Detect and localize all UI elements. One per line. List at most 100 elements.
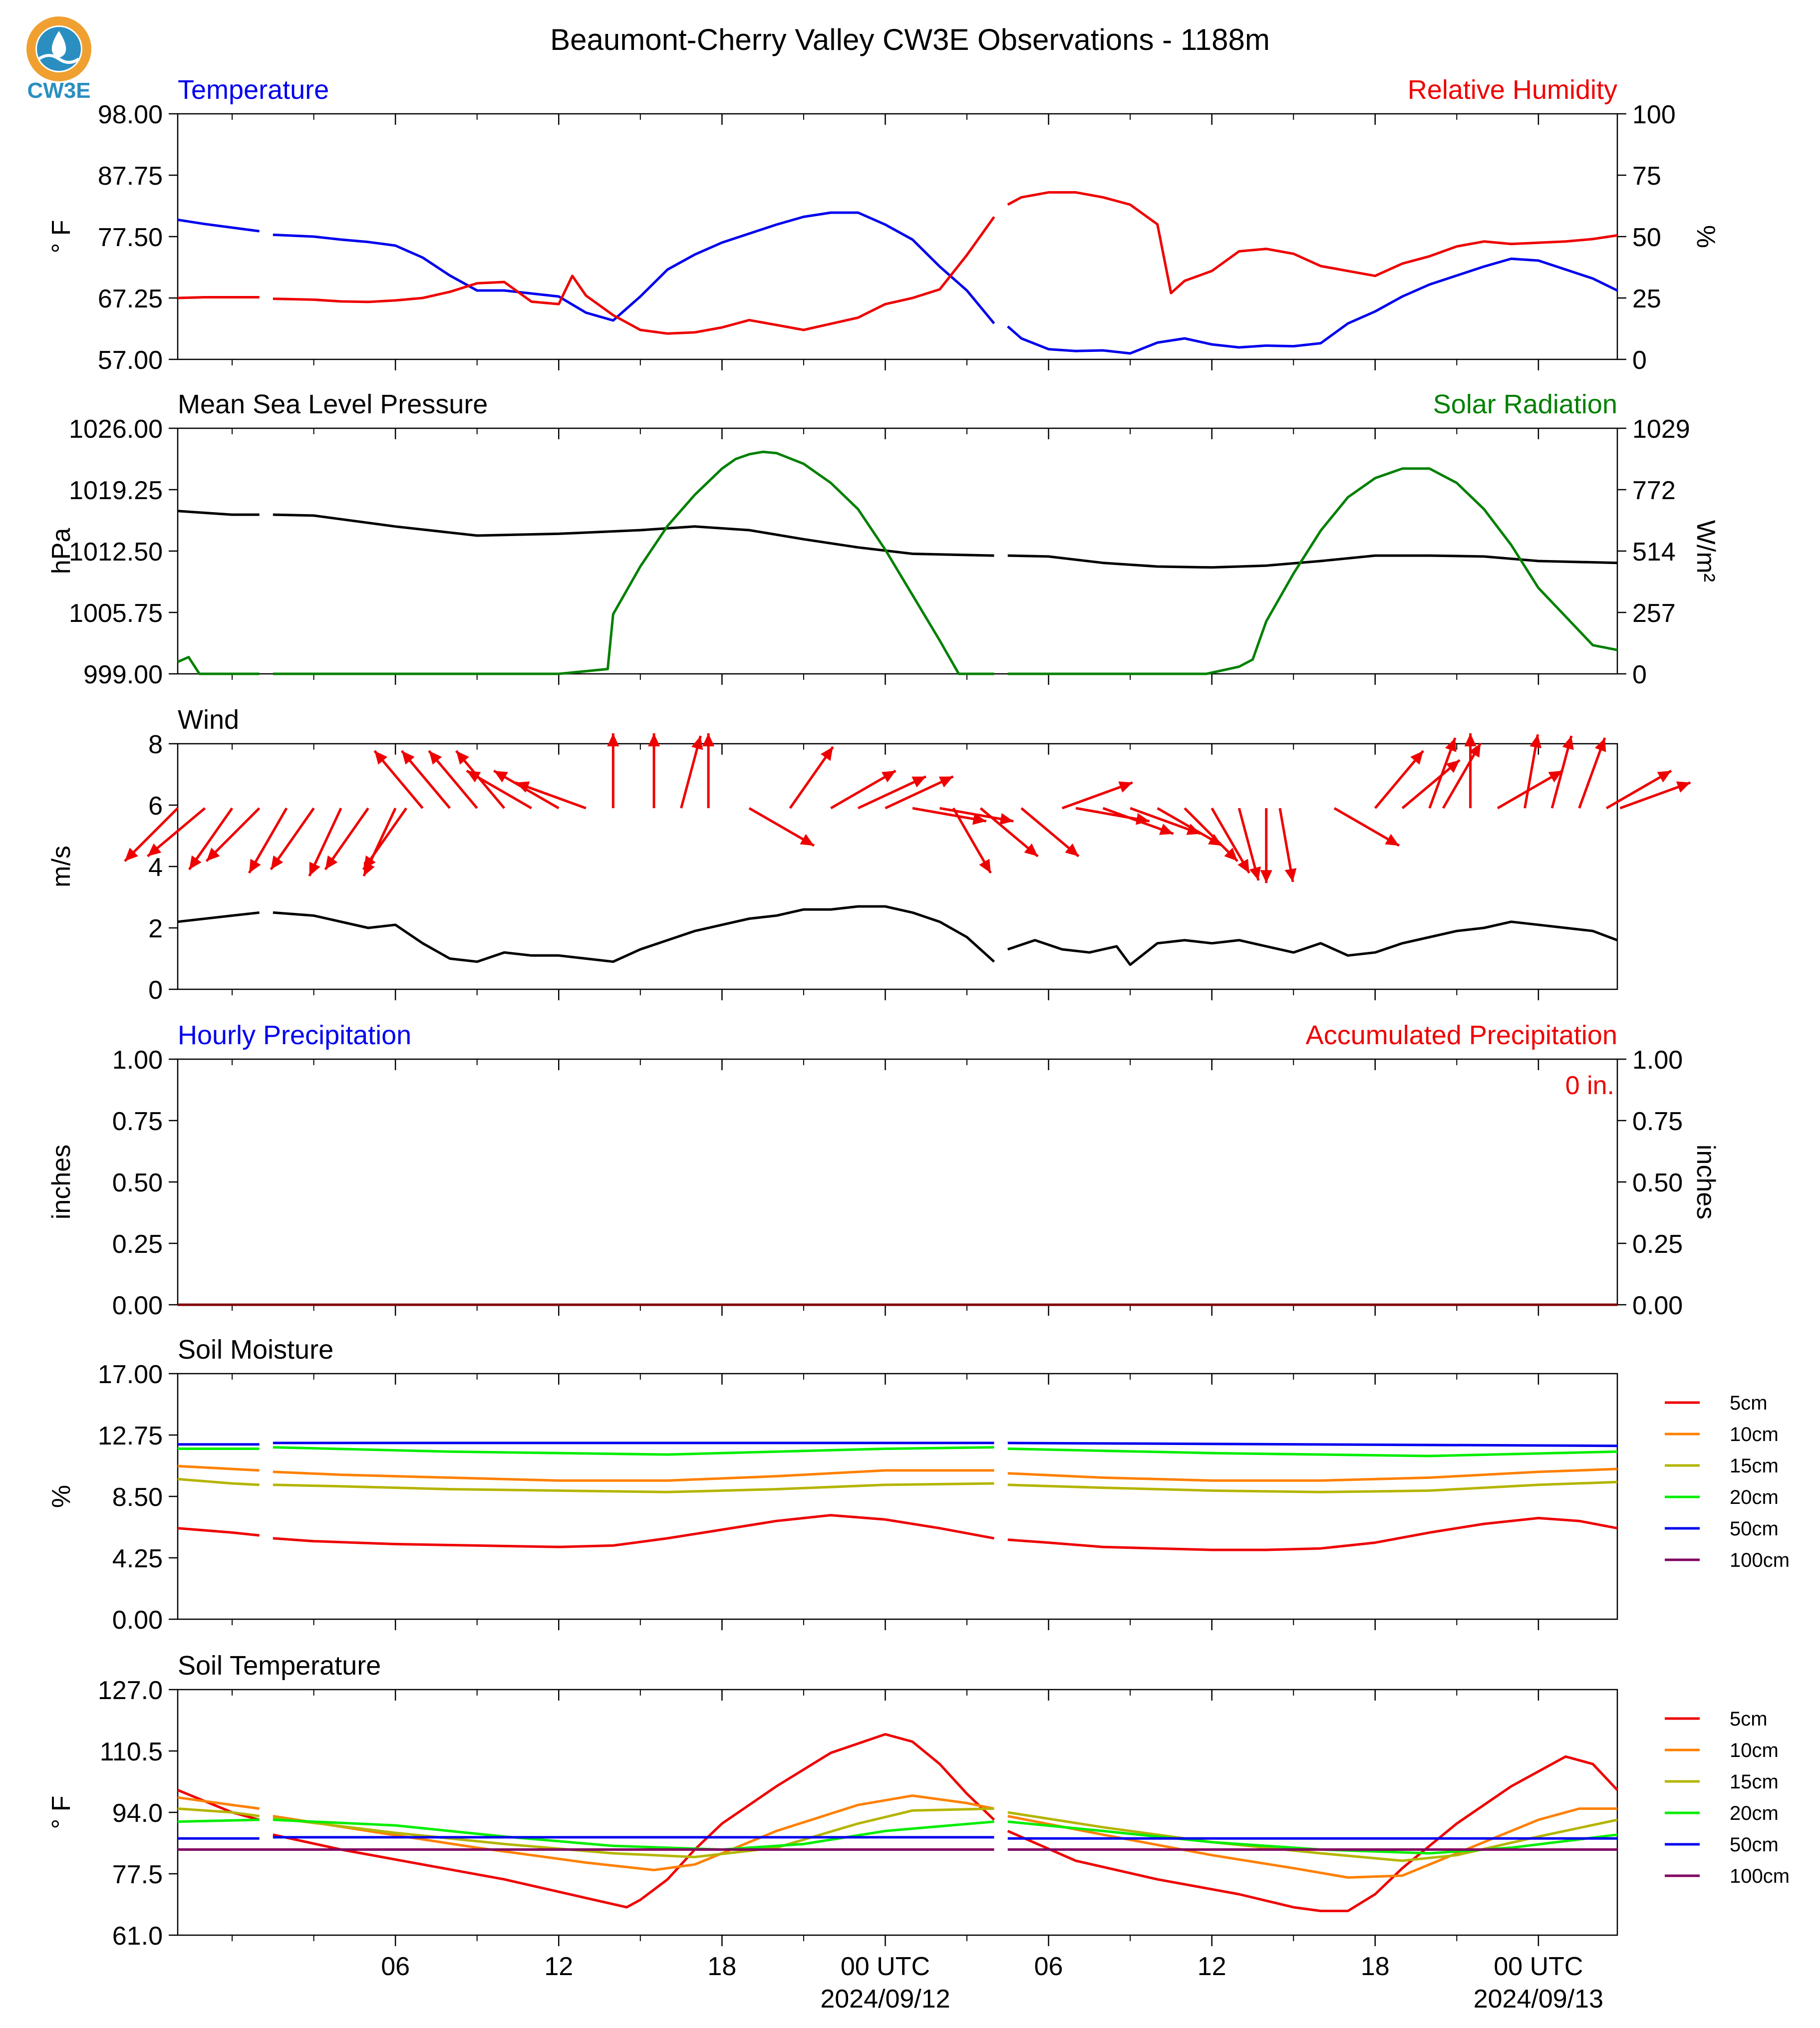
series-line-series-1-seg2	[273, 211, 995, 324]
wind-arrow	[1578, 737, 1606, 809]
wind-arrow	[515, 781, 587, 810]
wind-arrow	[466, 769, 532, 810]
y-right-tick-label: 772	[1632, 476, 1676, 505]
y-axis-label: hPa	[47, 528, 76, 575]
series-line-20cm-seg3	[1007, 1448, 1618, 1457]
y-right-tick-label: 0.00	[1632, 1291, 1683, 1320]
y-tick-label: 8.50	[112, 1483, 163, 1512]
y-tick-label: 0.75	[112, 1107, 163, 1136]
wind-arrow-head	[1657, 771, 1672, 783]
y-tick-label: 4	[148, 853, 163, 882]
wind-arrow	[373, 750, 424, 809]
y-tick-label: 57.00	[98, 346, 163, 375]
y-axis-label: m/s	[47, 846, 76, 887]
series-line-50cm-seg3	[1007, 1442, 1618, 1448]
panel-title-left: Wind	[178, 705, 239, 735]
series-line-series-2-seg3	[1007, 467, 1618, 675]
legend-label: 5cm	[1730, 1708, 1768, 1730]
series-line-5cm-seg1	[177, 1527, 260, 1537]
series-line-10cm-seg2	[273, 1469, 994, 1482]
wind-arrow	[324, 807, 369, 870]
wind-arrow-head	[1410, 751, 1424, 765]
series-line-20cm-seg2	[273, 1446, 994, 1456]
wind-arrow	[857, 775, 926, 810]
series-line-15cm-seg3	[1007, 1480, 1618, 1493]
y-right-axis-label: W/m²	[1691, 520, 1720, 582]
y-axis-label: inches	[47, 1145, 76, 1219]
wind-arrow-head	[1469, 743, 1481, 758]
wind-arrow-head	[1237, 859, 1249, 873]
wind-arrow-head	[1445, 738, 1457, 752]
x-tick-label: 00 UTC	[841, 1952, 930, 1981]
wind-arrow-head	[124, 848, 138, 862]
wind-arrow	[748, 807, 815, 847]
wind-arrow	[648, 733, 660, 809]
wind-arrow-head	[1676, 781, 1691, 793]
series-line-15cm-seg1	[177, 1807, 260, 1817]
y-tick-label: 110.5	[100, 1738, 163, 1766]
wind-arrow-head	[1065, 843, 1079, 857]
wind-arrow	[308, 808, 342, 877]
wind-arrow	[1605, 769, 1672, 810]
x-date-label: 2024/09/12	[820, 1985, 950, 2014]
x-tick-label: 00 UTC	[1494, 1952, 1583, 1981]
y-right-tick-label: 0	[1632, 660, 1647, 689]
series-line-series-1-seg1	[177, 911, 260, 923]
panel-title-left: Soil Moisture	[178, 1335, 333, 1365]
y-tick-label: 77.50	[98, 223, 163, 252]
chart-panel-1: 98.00 87.75 77.50 67.25 57.00 100 75 50 25 0 Tempe…	[47, 75, 1720, 375]
y-right-tick-label: 1029	[1632, 415, 1690, 444]
y-tick-label: 1012.50	[69, 538, 163, 567]
y-tick-label: 61.0	[112, 1922, 163, 1951]
wind-arrow-head	[1594, 738, 1606, 752]
chart-panel-6: 127.0 110.5 94.0 77.5 61.0 Soil Temperature ° …	[47, 1651, 1790, 2014]
wind-arrow	[428, 750, 478, 809]
panel-title-right: Relative Humidity	[1408, 75, 1617, 105]
wind-arrow-head	[189, 855, 202, 869]
series-line-10cm-seg3	[1007, 1467, 1618, 1482]
x-tick-label: 06	[381, 1952, 410, 1981]
wind-arrow	[1237, 808, 1261, 881]
y-right-tick-label: 0	[1632, 346, 1647, 375]
legend: 5cm 10cm 15cm 20cm 50cm 100cm	[1665, 1708, 1790, 1887]
legend-label: 50cm	[1730, 1834, 1779, 1856]
chart-panel-5: 17.00 12.75 8.50 4.25 0.00 Soil Moisture% 5cm 1…	[47, 1335, 1790, 1635]
y-tick-label: 0	[148, 976, 163, 1005]
wind-arrow-head	[648, 733, 660, 747]
series-line-15cm-seg1	[177, 1477, 260, 1486]
wind-arrow-head	[938, 776, 953, 788]
legend-label: 50cm	[1730, 1518, 1779, 1540]
y-right-tick-label: 257	[1632, 599, 1676, 628]
y-tick-label: 1019.25	[69, 476, 163, 505]
y-tick-label: 1005.75	[69, 599, 163, 628]
wind-arrow-head	[401, 751, 415, 765]
series-line-20cm-seg1	[177, 1818, 260, 1823]
wind-arrow-head	[325, 855, 338, 869]
series-line-series-1-seg2	[273, 905, 995, 963]
wind-arrow	[1428, 737, 1457, 809]
logo-drop-icon	[51, 31, 66, 57]
wind-arrow-head	[1024, 843, 1038, 857]
y-right-tick-label: 1.00	[1632, 1046, 1683, 1075]
legend-label: 10cm	[1730, 1739, 1779, 1761]
wind-arrow-head	[979, 859, 991, 873]
series-line-10cm-seg1	[177, 1464, 260, 1472]
y-tick-label: 1.00	[112, 1046, 163, 1075]
y-tick-label: 87.75	[98, 162, 163, 191]
wind-arrow	[885, 775, 954, 810]
wind-arrow	[979, 807, 1039, 858]
series-line-series-2-seg3	[1007, 191, 1618, 294]
wind-arrow-head	[1159, 824, 1174, 835]
x-tick-label: 18	[707, 1952, 736, 1981]
wind-arrow	[1278, 808, 1297, 882]
wind-arrow-head	[1548, 771, 1562, 783]
wind-arrow-head	[1260, 870, 1272, 883]
wind-arrow	[270, 807, 315, 870]
panel-title-right: Solar Radiation	[1433, 389, 1617, 419]
wind-arrow-head	[1224, 848, 1238, 862]
legend-label: 15cm	[1730, 1771, 1779, 1793]
y-tick-label: 94.0	[112, 1799, 163, 1828]
legend-label: 15cm	[1730, 1455, 1779, 1477]
wind-arrow	[147, 807, 206, 858]
